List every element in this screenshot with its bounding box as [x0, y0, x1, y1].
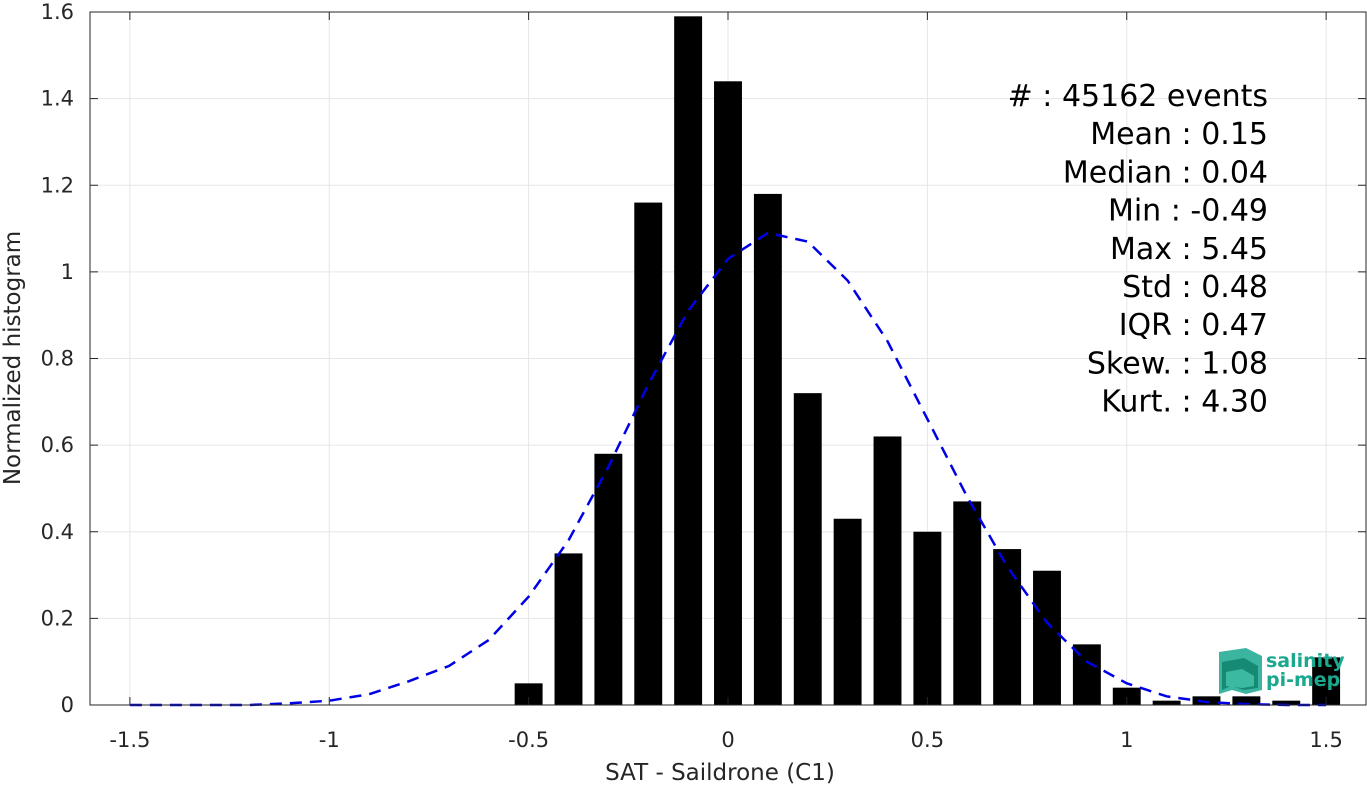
y-axis-label: Normalized histogram: [0, 231, 26, 485]
x-tick-label: -0.5: [508, 728, 549, 752]
histogram-bars: [514, 16, 1341, 706]
stats-line: Mean : 0.15: [1090, 117, 1268, 152]
histogram-bar: [833, 518, 862, 705]
y-tick-label: 0.8: [41, 347, 74, 371]
histogram-bar: [674, 16, 703, 706]
wave-logo-icon: [1219, 648, 1262, 694]
y-tick-label: 1: [61, 260, 74, 284]
logo-text-pi-mep: pi-mep: [1266, 669, 1340, 691]
fit-curve: [129, 231, 1327, 707]
histogram-bar: [594, 453, 623, 705]
histogram-bar: [1272, 700, 1301, 705]
stats-line: # : 45162 events: [1008, 79, 1268, 114]
histogram-bar: [793, 393, 822, 705]
logo-text-salinity: salinity: [1266, 650, 1345, 672]
y-tick-label: 0: [61, 693, 74, 717]
y-tick-label: 0.4: [41, 520, 74, 544]
stats-line: Median : 0.04: [1063, 155, 1268, 190]
histogram-bar: [1192, 696, 1221, 705]
x-axis-label: SAT - Saildrone (C1): [605, 760, 835, 785]
histogram-bar: [714, 81, 742, 706]
y-tick-label: 1.6: [41, 0, 74, 24]
stats-line: Kurt. : 4.30: [1101, 385, 1268, 420]
x-tick-label: 1.5: [1309, 728, 1342, 752]
histogram-bar: [1232, 696, 1261, 705]
y-tick-label: 1.2: [41, 173, 74, 197]
x-tick-label: 1: [1120, 728, 1133, 752]
histogram-bar: [913, 531, 942, 705]
salinity-pi-mep-logo: salinity pi-mep: [1219, 648, 1345, 694]
y-axis-ticks: 0 0.2 0.4 0.6 0.8 1 1.2 1.4 1.6: [41, 0, 1366, 717]
stats-line: Min : -0.49: [1108, 194, 1268, 229]
histogram-bar: [1112, 687, 1141, 705]
histogram-bar: [1033, 570, 1061, 705]
y-tick-label: 0.2: [41, 606, 74, 630]
x-tick-label: -1: [319, 728, 340, 752]
histogram-bar: [993, 549, 1022, 705]
stats-line: Max : 5.45: [1110, 232, 1268, 267]
histogram-bar: [514, 683, 543, 705]
x-tick-label: 0.5: [911, 728, 944, 752]
histogram-bar: [1072, 644, 1101, 705]
stats-line: Skew. : 1.08: [1087, 346, 1268, 381]
histogram-bar: [873, 436, 902, 705]
y-tick-label: 1.4: [41, 87, 74, 111]
stats-line: IQR : 0.47: [1119, 308, 1268, 343]
histogram-bar: [554, 553, 583, 705]
x-axis-ticks: -1.5 -1 -0.5 0 0.5 1 1.5: [109, 12, 1343, 752]
histogram-bar: [634, 202, 663, 705]
histogram-bar: [1152, 700, 1181, 705]
stats-line: Std : 0.48: [1122, 270, 1268, 305]
x-tick-label: -1.5: [109, 728, 150, 752]
y-tick-label: 0.6: [41, 433, 74, 457]
x-tick-label: 0: [721, 728, 734, 752]
histogram-bar: [753, 193, 782, 705]
histogram-bar: [953, 501, 982, 705]
